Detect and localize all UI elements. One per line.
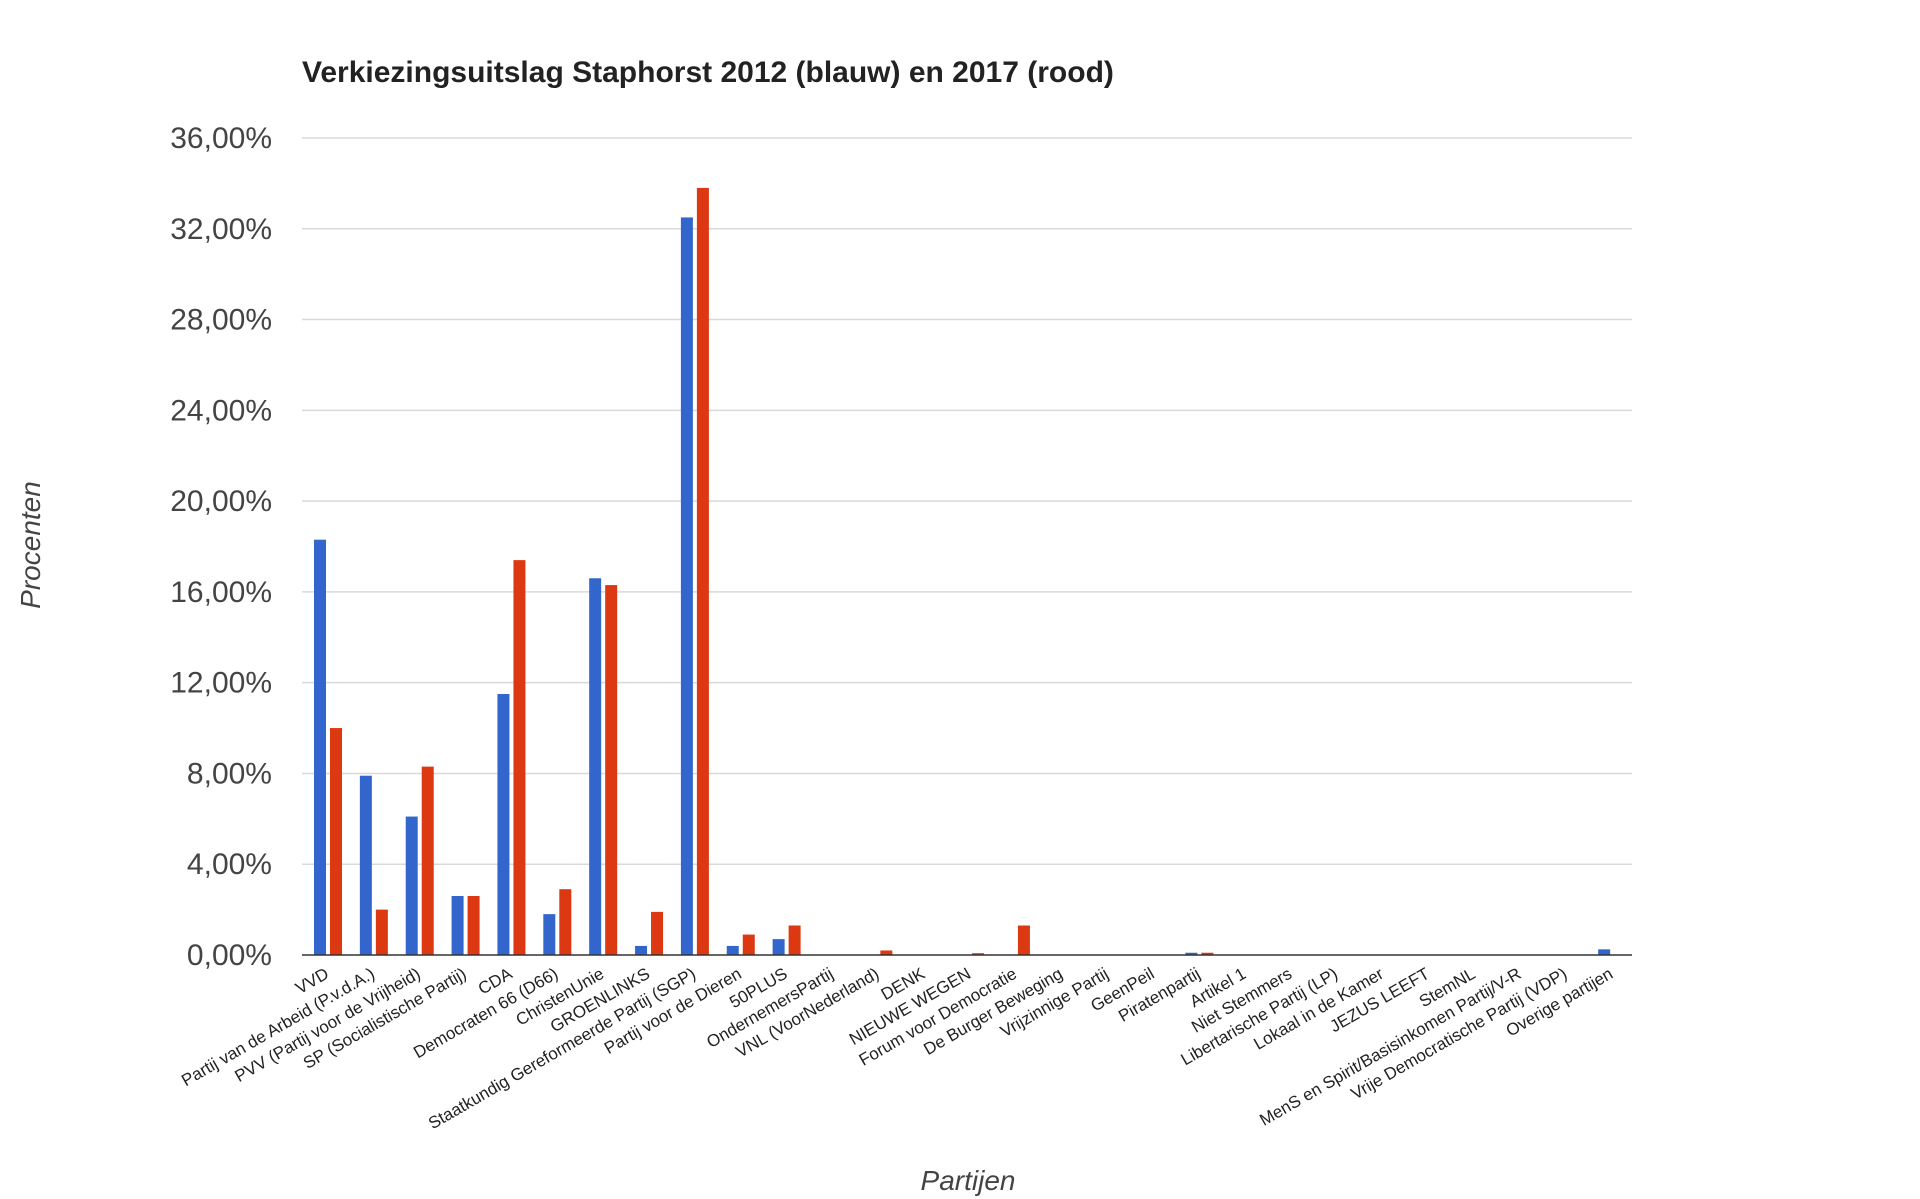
bar-series-2 <box>972 953 985 955</box>
bar-series-1 <box>635 945 648 955</box>
bar-series-2 <box>375 909 388 955</box>
y-tick-label: 36,00% <box>170 122 272 155</box>
bar-series-1 <box>314 539 326 955</box>
bar-series-1 <box>451 895 464 955</box>
bar-series-1 <box>772 939 785 955</box>
bar-series-1 <box>1185 952 1198 955</box>
y-axis-ticks: 0,00% 4,00% 8,00% 12,00% 16,00% 20,00% 24,00% 2… <box>170 122 272 972</box>
y-tick-label: 12,00% <box>170 667 272 700</box>
x-axis-title: Partijen <box>921 1165 1016 1196</box>
bar-series-1 <box>1598 949 1611 955</box>
y-tick-label: 8,00% <box>187 757 272 790</box>
bar-series-1 <box>726 945 739 955</box>
bar-series-2 <box>330 728 342 955</box>
bar-series-2 <box>696 187 709 955</box>
chart-title: Verkiezingsuitslag Staphorst 2012 (blauw… <box>302 56 1114 89</box>
bar-series-2 <box>513 560 526 955</box>
bars <box>314 187 1611 956</box>
y-tick-label: 4,00% <box>187 848 272 881</box>
bar-series-2 <box>559 889 572 955</box>
bar-series-1 <box>543 914 556 955</box>
y-tick-label: 20,00% <box>170 485 272 518</box>
bar-series-2 <box>421 766 434 955</box>
bar-series-2 <box>467 895 480 955</box>
bar-series-1 <box>359 775 372 955</box>
bar-series-1 <box>497 694 510 955</box>
y-tick-label: 16,00% <box>170 576 272 609</box>
bar-series-2 <box>651 911 664 955</box>
bar-series-2 <box>1017 925 1030 955</box>
y-tick-label: 32,00% <box>170 213 272 246</box>
bar-series-2 <box>1201 952 1214 955</box>
bar-series-1 <box>405 816 418 955</box>
y-tick-label: 24,00% <box>170 394 272 427</box>
bar-series-1 <box>589 578 602 955</box>
x-tick-label: Partij van de Arbeid (P.v.d.A.) <box>178 964 378 1090</box>
bar-series-2 <box>605 585 618 955</box>
bar-series-1 <box>680 217 693 956</box>
y-tick-label: 28,00% <box>170 304 272 337</box>
bar-series-2 <box>788 925 801 955</box>
bar-series-2 <box>880 950 893 955</box>
y-axis-title: Procenten <box>15 481 46 609</box>
bar-series-2 <box>742 934 755 955</box>
y-tick-label: 0,00% <box>187 939 272 972</box>
